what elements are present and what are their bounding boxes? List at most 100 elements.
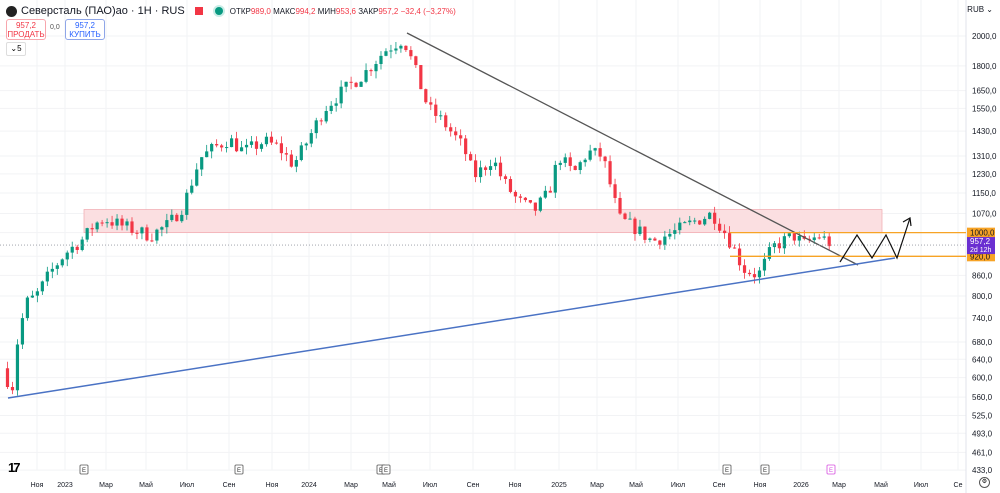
buy-button[interactable]: 957,2 КУПИТЬ	[65, 19, 105, 40]
symbol-title[interactable]: Северсталь (ПАО)ао · 1H · RUS	[21, 5, 185, 17]
level-price-label: 1000,0	[970, 229, 995, 238]
candle-body	[269, 136, 274, 143]
candle-body	[140, 227, 144, 234]
candle-body	[419, 65, 423, 90]
candle	[742, 259, 747, 279]
candle-body	[518, 196, 523, 198]
candle	[135, 230, 139, 240]
indicators-collapse-button[interactable]: ⌄5	[6, 42, 26, 56]
candle	[115, 214, 119, 231]
candle-body	[718, 223, 722, 231]
market-status-icon	[214, 7, 223, 15]
candle-body	[767, 247, 772, 259]
candle-body	[5, 368, 10, 387]
candle	[508, 176, 513, 194]
candle	[434, 98, 438, 123]
flag-icon[interactable]	[194, 7, 203, 15]
candle	[419, 65, 423, 90]
candle	[792, 233, 796, 245]
candle	[513, 190, 518, 203]
candle	[404, 45, 408, 52]
candle	[588, 144, 592, 162]
candle	[165, 213, 169, 234]
candle-body	[145, 227, 149, 241]
candle	[827, 232, 831, 251]
candle	[190, 179, 194, 195]
earnings-marker-label: E	[725, 468, 729, 474]
candle	[488, 159, 493, 176]
y-tick-label: 1550,0	[972, 104, 997, 113]
candle	[234, 131, 239, 153]
sell-button[interactable]: 957,2 ПРОДАТЬ	[6, 19, 46, 40]
candle-body	[703, 218, 707, 225]
candle	[95, 221, 99, 233]
x-tick-label: Се	[954, 482, 963, 489]
settings-icon[interactable]: ⚙	[979, 477, 990, 488]
candle-body	[205, 151, 209, 158]
candle	[563, 153, 567, 168]
candle	[633, 216, 637, 241]
candle	[264, 132, 269, 147]
candle-body	[673, 230, 677, 234]
candle-body	[190, 185, 194, 193]
candle	[623, 212, 627, 220]
candle	[379, 51, 383, 70]
candle-body	[150, 240, 154, 242]
candle-body	[344, 81, 348, 87]
candle-body	[683, 222, 687, 224]
candle	[503, 174, 508, 184]
x-tick-label: Июл	[914, 482, 928, 489]
candle-body	[70, 246, 74, 253]
candle	[185, 189, 189, 220]
candle	[274, 139, 279, 145]
candle-body	[215, 144, 219, 146]
y-tick-label: 1310,0	[972, 152, 997, 161]
x-tick-label: Ноя	[509, 482, 522, 489]
candle-body	[588, 150, 592, 160]
candle	[613, 178, 617, 204]
candle-body	[698, 220, 702, 225]
level-price-label: 920,0	[970, 252, 991, 261]
y-tick-label: 740,0	[972, 314, 993, 323]
earnings-marker-label: E	[384, 468, 388, 474]
candle-body	[180, 214, 184, 222]
candle	[314, 117, 318, 139]
candle-body	[65, 252, 69, 260]
candle	[603, 155, 607, 168]
candle-body	[384, 51, 388, 56]
candle-body	[782, 236, 786, 249]
y-tick-label: 680,0	[972, 338, 993, 347]
candle	[439, 110, 443, 121]
candle-body	[369, 70, 373, 72]
candle	[55, 262, 59, 275]
y-tick-label: 640,0	[972, 355, 993, 364]
candle-body	[483, 167, 488, 170]
x-tick-label: Ноя	[754, 482, 767, 489]
candle-body	[583, 159, 587, 163]
candle	[663, 230, 667, 250]
candle-body	[239, 147, 244, 152]
candle-body	[638, 226, 642, 235]
candle	[718, 218, 722, 233]
candle-body	[10, 386, 15, 391]
current-price-label: 957,2	[970, 237, 991, 246]
candle	[70, 241, 74, 259]
earnings-marker-label: E	[829, 468, 833, 474]
candle-body	[359, 81, 363, 87]
currency-select[interactable]: RUB ⌄	[967, 5, 993, 14]
candle	[498, 156, 503, 181]
candle-body	[329, 105, 333, 111]
candle-body	[120, 218, 124, 226]
candle	[30, 290, 34, 298]
candle	[215, 139, 219, 148]
candle	[394, 42, 398, 55]
tradingview-logo-icon[interactable]: 17	[8, 460, 21, 475]
earnings-marker	[760, 464, 770, 475]
candle-body	[279, 143, 283, 154]
candle-body	[727, 233, 732, 248]
candle-body	[220, 145, 224, 148]
y-tick-label: 2000,0	[972, 32, 997, 41]
candle	[279, 136, 283, 161]
candle-body	[503, 176, 508, 180]
